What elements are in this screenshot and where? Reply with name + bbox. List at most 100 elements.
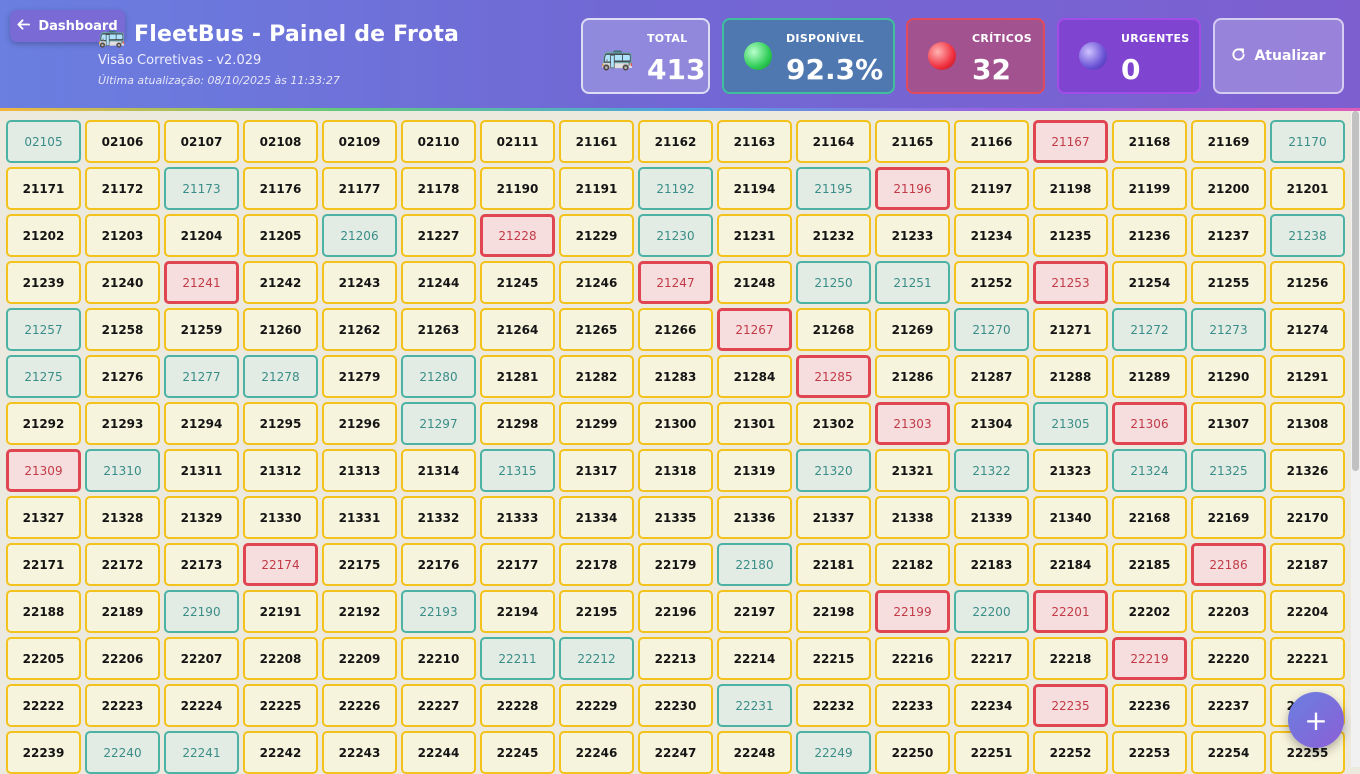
vehicle-tile[interactable]: 22241 bbox=[164, 731, 239, 774]
vehicle-tile[interactable]: 21195 bbox=[796, 167, 871, 210]
vehicle-tile[interactable]: 21328 bbox=[85, 496, 160, 539]
vehicle-tile[interactable]: 21237 bbox=[1191, 214, 1266, 257]
vehicle-tile[interactable]: 02106 bbox=[85, 120, 160, 163]
vehicle-tile[interactable]: 21282 bbox=[559, 355, 634, 398]
vehicle-tile[interactable]: 21330 bbox=[243, 496, 318, 539]
vehicle-tile[interactable]: 21305 bbox=[1033, 402, 1108, 445]
vehicle-tile[interactable]: 21232 bbox=[796, 214, 871, 257]
vehicle-tile[interactable]: 22195 bbox=[559, 590, 634, 633]
vehicle-tile[interactable]: 22254 bbox=[1191, 731, 1266, 774]
vehicle-tile[interactable]: 21340 bbox=[1033, 496, 1108, 539]
vehicle-tile[interactable]: 21231 bbox=[717, 214, 792, 257]
vehicle-tile[interactable]: 21236 bbox=[1112, 214, 1187, 257]
vehicle-tile[interactable]: 21290 bbox=[1191, 355, 1266, 398]
vehicle-tile[interactable]: 21269 bbox=[875, 308, 950, 351]
vehicle-tile[interactable]: 22225 bbox=[243, 684, 318, 727]
vehicle-tile[interactable]: 02108 bbox=[243, 120, 318, 163]
vehicle-tile[interactable]: 21278 bbox=[243, 355, 318, 398]
vehicle-tile[interactable]: 21272 bbox=[1112, 308, 1187, 351]
vehicle-tile[interactable]: 21197 bbox=[954, 167, 1029, 210]
vehicle-tile[interactable]: 21280 bbox=[401, 355, 476, 398]
vehicle-tile[interactable]: 22233 bbox=[875, 684, 950, 727]
vehicle-tile[interactable]: 21275 bbox=[6, 355, 81, 398]
vehicle-tile[interactable]: 22229 bbox=[559, 684, 634, 727]
vehicle-tile[interactable]: 21192 bbox=[638, 167, 713, 210]
refresh-button[interactable]: Atualizar bbox=[1213, 18, 1344, 94]
vehicle-tile[interactable]: 21172 bbox=[85, 167, 160, 210]
vehicle-tile[interactable]: 22177 bbox=[480, 543, 555, 586]
vehicle-tile[interactable]: 22219 bbox=[1112, 637, 1187, 680]
vehicle-tile[interactable]: 22198 bbox=[796, 590, 871, 633]
vehicle-tile[interactable]: 22204 bbox=[1270, 590, 1345, 633]
vehicle-tile[interactable]: 21239 bbox=[6, 261, 81, 304]
vehicle-tile[interactable]: 21281 bbox=[480, 355, 555, 398]
vehicle-tile[interactable]: 21311 bbox=[164, 449, 239, 492]
vehicle-tile[interactable]: 21283 bbox=[638, 355, 713, 398]
vehicle-tile[interactable]: 22239 bbox=[6, 731, 81, 774]
vehicle-tile[interactable]: 22173 bbox=[164, 543, 239, 586]
vehicle-tile[interactable]: 21206 bbox=[322, 214, 397, 257]
vehicle-tile[interactable]: 22244 bbox=[401, 731, 476, 774]
vehicle-tile[interactable]: 22246 bbox=[559, 731, 634, 774]
vehicle-tile[interactable]: 22224 bbox=[164, 684, 239, 727]
vehicle-tile[interactable]: 21168 bbox=[1112, 120, 1187, 163]
vehicle-tile[interactable]: 21294 bbox=[164, 402, 239, 445]
vehicle-tile[interactable]: 21235 bbox=[1033, 214, 1108, 257]
vehicle-tile[interactable]: 21329 bbox=[164, 496, 239, 539]
vehicle-tile[interactable]: 21286 bbox=[875, 355, 950, 398]
vehicle-tile[interactable]: 21309 bbox=[6, 449, 81, 492]
vehicle-tile[interactable]: 22215 bbox=[796, 637, 871, 680]
vehicle-tile[interactable]: 21248 bbox=[717, 261, 792, 304]
vehicle-tile[interactable]: 22236 bbox=[1112, 684, 1187, 727]
vehicle-tile[interactable]: 22180 bbox=[717, 543, 792, 586]
vehicle-tile[interactable]: 22231 bbox=[717, 684, 792, 727]
vehicle-tile[interactable]: 22227 bbox=[401, 684, 476, 727]
vehicle-tile[interactable]: 22216 bbox=[875, 637, 950, 680]
vehicle-tile[interactable]: 22252 bbox=[1033, 731, 1108, 774]
vehicle-tile[interactable]: 21241 bbox=[164, 261, 239, 304]
vehicle-tile[interactable]: 21335 bbox=[638, 496, 713, 539]
vehicle-tile[interactable]: 21289 bbox=[1112, 355, 1187, 398]
vehicle-tile[interactable]: 21164 bbox=[796, 120, 871, 163]
vehicle-tile[interactable]: 22200 bbox=[954, 590, 1029, 633]
vehicle-tile[interactable]: 21177 bbox=[322, 167, 397, 210]
vehicle-tile[interactable]: 21313 bbox=[322, 449, 397, 492]
vehicle-tile[interactable]: 21298 bbox=[480, 402, 555, 445]
vehicle-tile[interactable]: 22181 bbox=[796, 543, 871, 586]
vehicle-tile[interactable]: 21321 bbox=[875, 449, 950, 492]
vehicle-tile[interactable]: 22240 bbox=[85, 731, 160, 774]
vehicle-tile[interactable]: 21230 bbox=[638, 214, 713, 257]
vehicle-tile[interactable]: 21287 bbox=[954, 355, 1029, 398]
vehicle-tile[interactable]: 22249 bbox=[796, 731, 871, 774]
vehicle-tile[interactable]: 21291 bbox=[1270, 355, 1345, 398]
vehicle-tile[interactable]: 22193 bbox=[401, 590, 476, 633]
vehicle-tile[interactable]: 21310 bbox=[85, 449, 160, 492]
vehicle-tile[interactable]: 02107 bbox=[164, 120, 239, 163]
vehicle-tile[interactable]: 22211 bbox=[480, 637, 555, 680]
vehicle-tile[interactable]: 22174 bbox=[243, 543, 318, 586]
vehicle-tile[interactable]: 22222 bbox=[6, 684, 81, 727]
vehicle-tile[interactable]: 22242 bbox=[243, 731, 318, 774]
vehicle-tile[interactable]: 22188 bbox=[6, 590, 81, 633]
vehicle-tile[interactable]: 21296 bbox=[322, 402, 397, 445]
vehicle-tile[interactable]: 22226 bbox=[322, 684, 397, 727]
vehicle-tile[interactable]: 22196 bbox=[638, 590, 713, 633]
vehicle-tile[interactable]: 02110 bbox=[401, 120, 476, 163]
vehicle-tile[interactable]: 21267 bbox=[717, 308, 792, 351]
vehicle-tile[interactable]: 22212 bbox=[559, 637, 634, 680]
vehicle-tile[interactable]: 21255 bbox=[1191, 261, 1266, 304]
vehicle-tile[interactable]: 22251 bbox=[954, 731, 1029, 774]
vehicle-tile[interactable]: 22208 bbox=[243, 637, 318, 680]
vehicle-tile[interactable]: 22247 bbox=[638, 731, 713, 774]
vehicle-tile[interactable]: 21238 bbox=[1270, 214, 1345, 257]
vehicle-tile[interactable]: 21243 bbox=[322, 261, 397, 304]
vehicle-tile[interactable]: 21257 bbox=[6, 308, 81, 351]
vehicle-tile[interactable]: 21251 bbox=[875, 261, 950, 304]
vehicle-tile[interactable]: 21169 bbox=[1191, 120, 1266, 163]
vehicle-tile[interactable]: 21246 bbox=[559, 261, 634, 304]
vehicle-tile[interactable]: 21170 bbox=[1270, 120, 1345, 163]
vehicle-tile[interactable]: 21295 bbox=[243, 402, 318, 445]
vehicle-tile[interactable]: 21331 bbox=[322, 496, 397, 539]
vehicle-tile[interactable]: 22253 bbox=[1112, 731, 1187, 774]
vehicle-tile[interactable]: 22243 bbox=[322, 731, 397, 774]
